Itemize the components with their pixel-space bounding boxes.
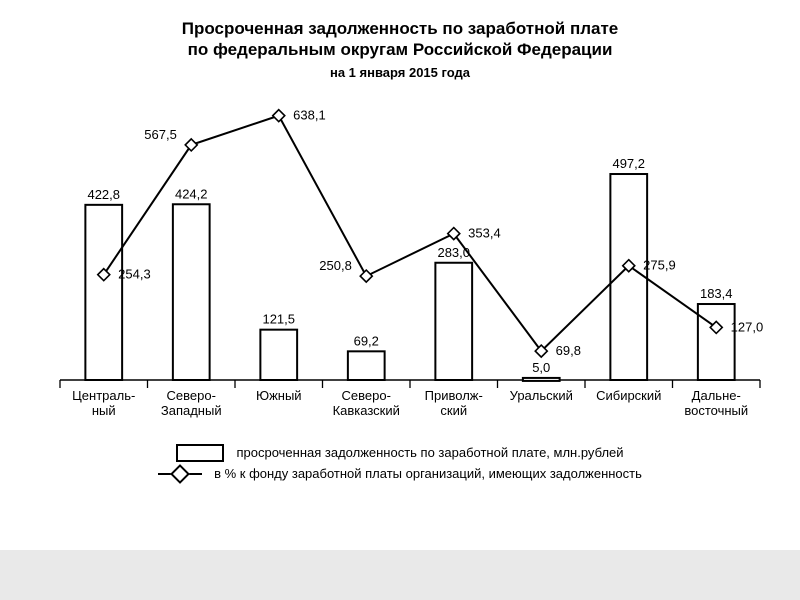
svg-text:127,0: 127,0: [731, 319, 764, 334]
svg-text:567,5: 567,5: [144, 126, 177, 141]
legend-line-label: в % к фонду заработной платы организаций…: [214, 466, 642, 481]
legend-bar-row: просроченная задолженность по заработной…: [20, 444, 780, 462]
combo-chart: Централь-ныйСеверо-ЗападныйЮжныйСеверо-К…: [20, 80, 780, 440]
svg-text:424,2: 424,2: [175, 186, 208, 201]
title-line-1: Просроченная задолженность по заработной…: [0, 18, 800, 39]
bottom-strip: [0, 550, 800, 600]
svg-text:ский: ский: [440, 403, 467, 418]
title-line-2: по федеральным округам Российской Федера…: [0, 39, 800, 60]
svg-text:ный: ный: [92, 403, 116, 418]
svg-text:Приволж-: Приволж-: [425, 388, 483, 403]
svg-text:121,5: 121,5: [262, 311, 295, 326]
svg-text:69,2: 69,2: [354, 333, 379, 348]
chart-titles: Просроченная задолженность по заработной…: [0, 0, 800, 80]
svg-text:восточный: восточный: [684, 403, 748, 418]
svg-text:638,1: 638,1: [293, 107, 326, 122]
svg-text:Уральский: Уральский: [510, 388, 573, 403]
svg-text:Южный: Южный: [256, 388, 302, 403]
svg-text:Сибирский: Сибирский: [596, 388, 661, 403]
svg-text:353,4: 353,4: [468, 225, 501, 240]
svg-text:497,2: 497,2: [612, 156, 645, 171]
title-line-3: на 1 января 2015 года: [0, 65, 800, 80]
svg-text:Западный: Западный: [161, 403, 222, 418]
bar-swatch-icon: [176, 444, 224, 462]
svg-text:Северо-: Северо-: [342, 388, 391, 403]
svg-text:69,8: 69,8: [556, 343, 581, 358]
svg-text:Дальне-: Дальне-: [692, 388, 741, 403]
legend-line-row: в % к фонду заработной платы организаций…: [20, 466, 780, 482]
legend: просроченная задолженность по заработной…: [20, 444, 780, 482]
chart-container: Просроченная задолженность по заработной…: [0, 0, 800, 600]
svg-text:254,3: 254,3: [118, 266, 151, 281]
svg-text:183,4: 183,4: [700, 286, 733, 301]
svg-text:275,9: 275,9: [643, 257, 676, 272]
svg-text:250,8: 250,8: [319, 258, 352, 273]
svg-text:422,8: 422,8: [87, 186, 120, 201]
svg-text:5,0: 5,0: [532, 359, 550, 374]
svg-text:Централь-: Централь-: [72, 388, 135, 403]
svg-text:Северо-: Северо-: [167, 388, 216, 403]
svg-text:Кавказский: Кавказский: [333, 403, 400, 418]
svg-text:283,0: 283,0: [437, 244, 470, 259]
legend-bar-label: просроченная задолженность по заработной…: [236, 445, 623, 460]
line-swatch-icon: [158, 466, 202, 482]
